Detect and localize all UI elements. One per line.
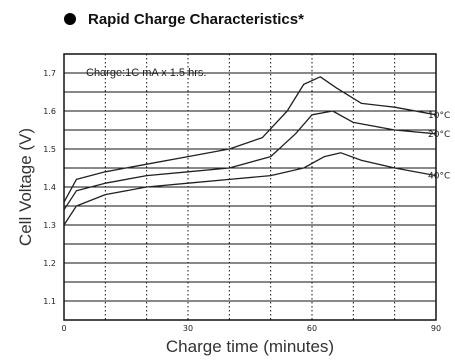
y-tick-labels: 1.7 1.6 1.5 1.4 1.3 1.2 1.1 (43, 69, 56, 306)
x-tick-label: 30 (183, 324, 193, 333)
y-tick-label: 1.7 (43, 69, 56, 78)
x-tick-label: 0 (61, 324, 66, 333)
y-axis-label: Cell Voltage (V) (16, 128, 35, 246)
grid-lines (64, 54, 436, 320)
x-tick-label: 60 (307, 324, 317, 333)
y-tick-label: 1.2 (43, 259, 56, 268)
series-label: 10°C (428, 111, 450, 121)
y-tick-label: 1.4 (43, 183, 56, 192)
title-bullet-icon (64, 13, 76, 25)
charge-annotation: Charge:1C mA x 1.5 hrs. (86, 67, 206, 79)
x-tick-label: 90 (431, 324, 441, 333)
series-line (63, 76, 437, 203)
series-lines (63, 76, 437, 226)
series-labels: 10°C 20°C 40°C (428, 111, 450, 182)
series-label: 40°C (428, 172, 450, 182)
y-tick-label: 1.6 (43, 107, 56, 116)
x-axis-label: Charge time (minutes) (166, 337, 334, 356)
x-tick-labels: 0 30 60 90 (61, 324, 441, 333)
y-tick-label: 1.5 (43, 145, 56, 154)
plot-area (63, 53, 437, 321)
y-tick-label: 1.3 (43, 221, 56, 230)
series-label: 20°C (428, 130, 450, 140)
y-tick-label: 1.1 (43, 297, 56, 306)
chart-title: Rapid Charge Characteristics* (88, 11, 304, 28)
series-line (63, 152, 437, 226)
series-line (63, 110, 437, 211)
